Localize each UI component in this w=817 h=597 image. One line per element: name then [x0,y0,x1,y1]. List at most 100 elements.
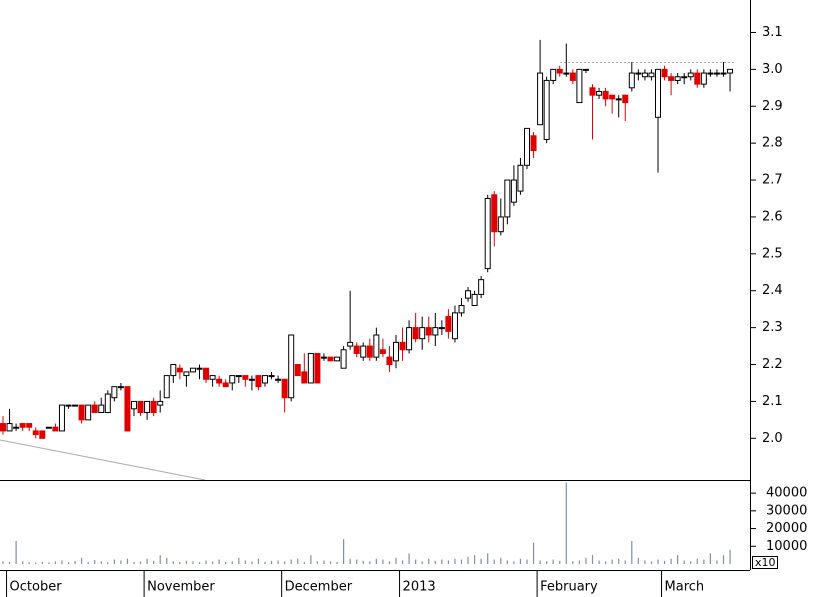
candle-body [32,430,39,436]
volume-tick-label: 40000 [766,486,807,501]
candle-body [707,72,714,75]
candle-body [412,327,419,340]
candle-body [222,382,229,388]
candle-body [216,378,223,384]
y-tick-label: 2.4 [762,283,783,298]
candle-body [445,316,452,332]
y-tick-label: 2.7 [762,173,783,188]
candle-body [275,378,282,381]
candle-body [681,76,688,79]
candle-body [596,90,603,96]
y-tick-label: 2.8 [762,136,783,151]
candle-body [13,426,20,429]
candle-body [609,94,616,100]
candle-body [386,356,393,366]
volume-tick-label: 20000 [766,521,807,536]
candle-body [163,375,170,399]
candle-body [6,423,13,432]
candle-body [85,404,92,421]
candle-body [334,356,341,362]
candle-body [189,367,196,373]
candle-body [582,68,589,71]
candle-body [510,179,517,203]
candle-body [117,386,124,389]
candle-body [111,386,118,399]
candle-body [72,404,79,407]
trend-line [0,439,206,481]
y-tick-label: 3.1 [762,25,783,40]
candle-body [131,400,137,410]
candle-body [203,367,210,380]
candle-body [52,426,59,432]
y-tick-label: 2.5 [762,246,783,261]
candle-body [301,371,308,384]
x-tick-label: 2013 [403,580,436,595]
candle-body [484,197,491,270]
candle-body [471,293,478,306]
y-tick-label: 3.0 [762,62,783,77]
candle-body [622,94,629,104]
candle-body [347,341,354,347]
candle-body [176,367,183,373]
candle-body [340,349,347,369]
candle-body [229,375,236,384]
candle-body [425,327,432,336]
candle-body [288,334,295,399]
candle-body [615,98,622,101]
candle-body [713,72,720,75]
candle-body [399,341,406,351]
y-tick-label: 2.6 [762,209,783,224]
candle-body [517,164,524,192]
candle-body [0,423,6,432]
y-tick-label: 2.0 [762,431,783,446]
candle-body [294,364,301,377]
y-tick-label: 2.3 [762,320,783,335]
x-tick-label: December [285,580,353,595]
candle-body [170,364,177,377]
candle-body [668,76,675,81]
candle-body [543,79,550,140]
candle-body [248,378,255,381]
volume-unit: x10 [755,556,776,569]
candle-body [91,404,98,413]
candle-body [58,404,65,432]
candle-body [563,72,570,75]
candle-body [491,194,498,233]
candle-body [524,127,530,166]
candle-body [39,430,46,439]
candle-body [209,375,216,380]
candle-body [45,426,52,429]
candle-body [19,423,26,428]
candle-body [98,404,105,413]
candle-body [124,386,131,432]
candle-body [281,378,288,399]
candle-body [648,72,655,78]
candle-body [268,375,275,378]
candle-body [635,72,642,75]
x-tick-label: March [665,580,705,595]
x-tick-label: February [540,580,598,595]
candle-body [262,375,268,384]
candle-body [569,72,576,81]
candle-body [78,404,85,421]
candle-body [655,68,661,118]
candle-body [327,356,334,362]
candle-body [26,423,33,428]
candle-body [157,400,164,406]
candle-body [150,400,157,413]
candle-body [137,400,144,413]
candle-body [314,352,321,384]
candle-body [320,356,327,359]
candle-body [235,375,242,378]
candle-body [65,404,72,407]
candle-body [661,68,668,78]
y-tick-label: 2.9 [762,99,783,114]
candle-body [497,216,504,233]
candle-body [353,345,360,354]
candle-body [419,327,426,340]
candle-body [465,290,472,299]
volume-tick-label: 30000 [766,503,807,518]
candle-body [242,375,249,380]
